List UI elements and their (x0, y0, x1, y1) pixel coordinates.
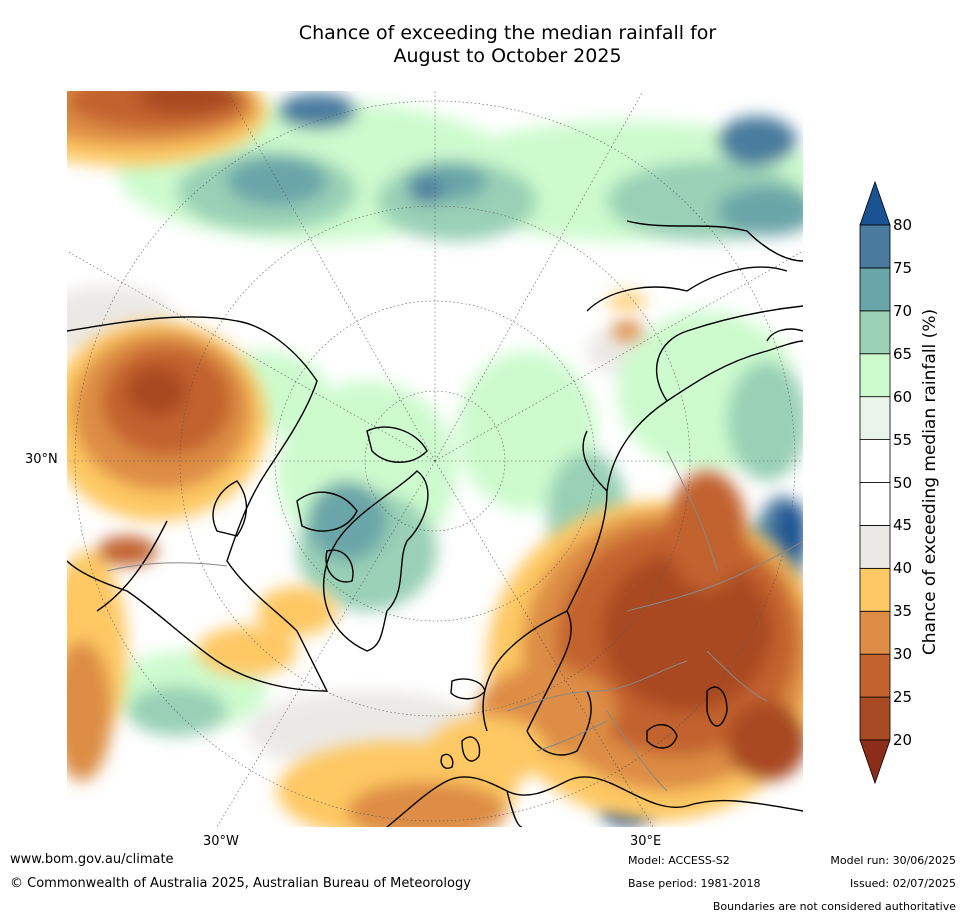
colorbar-bin (859, 396, 891, 440)
website-link[interactable]: www.bom.gov.au/climate (10, 852, 174, 867)
colorbar-label: Chance of exceeding median rainfall (%) (920, 308, 940, 656)
coastlines (67, 220, 803, 827)
colorbar-tick-label: 45 (893, 516, 913, 535)
model-run-date: Model run: 30/06/2025 (830, 854, 956, 867)
colorbar-bin (859, 267, 891, 312)
base-period: Base period: 1981-2018 (628, 877, 761, 890)
colorbar-extend-low (859, 739, 891, 785)
colorbar-tick-label: 75 (893, 258, 913, 277)
chart-title: Chance of exceeding the median rainfall … (200, 22, 815, 68)
graticule (67, 91, 803, 827)
colorbar-tick-label: 35 (893, 602, 913, 621)
colorbar-bin (859, 567, 891, 612)
colorbar-tick-label: 30 (893, 645, 913, 664)
colorbar-bin (859, 224, 891, 269)
colorbar-tick-label: 25 (893, 688, 913, 707)
colorbar-bin (859, 439, 891, 483)
colorbar-bin (859, 482, 891, 526)
copyright-notice: © Commonwealth of Australia 2025, Austra… (10, 876, 471, 891)
colorbar-extend-high (859, 180, 891, 226)
colorbar-bin (859, 525, 891, 569)
boundary-disclaimer: Boundaries are not considered authoritat… (712, 900, 956, 913)
probability-shading (67, 93, 803, 826)
colorbar-bin (859, 696, 891, 741)
rainfall-outlook-map (67, 91, 803, 827)
colorbar-tick-label: 40 (893, 559, 913, 578)
colorbar-bin (859, 610, 891, 655)
country-borders (106, 450, 803, 792)
colorbar-tick-label: 50 (893, 473, 913, 492)
colorbar-tick-label: 20 (893, 731, 913, 749)
colorbar (859, 180, 891, 785)
colorbar-tick-label: 55 (893, 430, 913, 449)
title-line-2: August to October 2025 (393, 45, 622, 67)
issued-date: Issued: 02/07/2025 (849, 877, 956, 890)
colorbar-bin (859, 653, 891, 698)
lon-label-30e: 30°E (630, 834, 662, 849)
map-svg (67, 91, 803, 827)
colorbar-tick-label: 70 (893, 301, 913, 320)
lon-label-30w: 30°W (203, 834, 239, 849)
colorbar-tick-label: 80 (893, 216, 913, 234)
colorbar-bin (859, 353, 891, 398)
colorbar-bin (859, 310, 891, 355)
title-line-1: Chance of exceeding the median rainfall … (298, 22, 717, 44)
colorbar-tick-label: 65 (893, 344, 913, 363)
colorbar-tick-label: 60 (893, 387, 913, 406)
model-info: Model: ACCESS-S2 (628, 854, 730, 867)
colorbar-bins (859, 180, 891, 785)
lat-label-30n: 30°N (25, 452, 58, 467)
